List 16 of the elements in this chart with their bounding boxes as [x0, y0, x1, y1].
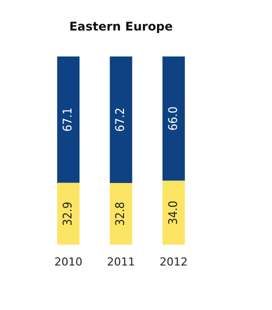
data-label: 32.9	[60, 202, 74, 226]
chart-title: Eastern Europe	[69, 19, 173, 34]
bar	[110, 56, 132, 184]
x-tick-label: 2011	[107, 255, 135, 268]
data-label: 67.1	[60, 108, 74, 132]
bar	[162, 180, 185, 245]
bar	[110, 183, 132, 245]
x-tick-label: 2012	[160, 255, 188, 268]
bar	[57, 182, 80, 245]
x-tick-label: 2010	[54, 255, 82, 268]
data-label: 66.0	[166, 106, 180, 131]
data-label: 67.2	[113, 108, 128, 132]
data-label: 34.0	[166, 200, 180, 225]
bar	[162, 56, 185, 181]
data-label: 32.8	[113, 202, 128, 226]
bar	[57, 56, 80, 183]
